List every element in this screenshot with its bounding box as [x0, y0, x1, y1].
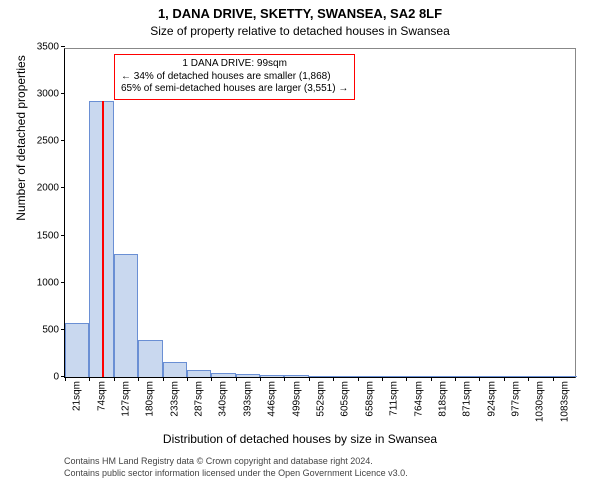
x-tick-label: 21sqm [72, 377, 83, 411]
fineprint: Contains HM Land Registry data © Crown c… [64, 456, 408, 479]
y-tick-label: 3000 [37, 89, 65, 100]
x-tick-label: 977sqm [511, 377, 522, 417]
x-tick-label: 764sqm [413, 377, 424, 417]
x-tick-label: 552sqm [316, 377, 327, 417]
histogram-bar [65, 323, 89, 377]
x-tick-label: 287sqm [194, 377, 205, 417]
x-tick-label: 340sqm [218, 377, 229, 417]
y-tick-label: 3500 [37, 42, 65, 53]
chart-subtitle: Size of property relative to detached ho… [0, 24, 600, 38]
x-tick-label: 499sqm [291, 377, 302, 417]
x-tick-label: 1030sqm [535, 377, 546, 422]
x-tick-label: 74sqm [96, 377, 107, 411]
y-tick-label: 2000 [37, 183, 65, 194]
annotation-line-2: ← 34% of detached houses are smaller (1,… [121, 71, 348, 84]
histogram-bar [187, 370, 211, 377]
x-tick-label: 605sqm [340, 377, 351, 417]
annotation-box: 1 DANA DRIVE: 99sqm ← 34% of detached ho… [114, 54, 355, 100]
x-tick-label: 446sqm [267, 377, 278, 417]
y-tick-label: 2500 [37, 136, 65, 147]
annotation-line-1: 1 DANA DRIVE: 99sqm [121, 58, 348, 71]
chart-container: { "chart": { "type": "histogram", "title… [0, 0, 600, 500]
x-tick-label: 818sqm [437, 377, 448, 417]
histogram-bar [138, 340, 162, 377]
y-tick-label: 1000 [37, 277, 65, 288]
x-tick-label: 127sqm [120, 377, 131, 417]
y-axis-label: Number of detached properties [14, 0, 28, 303]
x-tick-label: 1083sqm [559, 377, 570, 422]
histogram-bar [163, 362, 187, 377]
fineprint-line-2: Contains public sector information licen… [64, 468, 408, 480]
x-tick-label: 393sqm [242, 377, 253, 417]
x-tick-label: 924sqm [486, 377, 497, 417]
y-tick-label: 1500 [37, 230, 65, 241]
chart-title: 1, DANA DRIVE, SKETTY, SWANSEA, SA2 8LF [0, 6, 600, 21]
x-tick-label: 711sqm [389, 377, 400, 416]
annotation-line-3: 65% of semi-detached houses are larger (… [121, 83, 348, 96]
x-tick-label: 658sqm [364, 377, 375, 417]
fineprint-line-1: Contains HM Land Registry data © Crown c… [64, 456, 408, 468]
histogram-bar [114, 254, 138, 377]
x-tick-label: 233sqm [169, 377, 180, 417]
y-tick-label: 500 [42, 324, 65, 335]
x-axis-label: Distribution of detached houses by size … [0, 432, 600, 446]
x-tick-label: 871sqm [462, 377, 473, 417]
y-tick-label: 0 [53, 372, 65, 383]
x-tick-label: 180sqm [145, 377, 156, 417]
property-marker-line [102, 101, 104, 377]
